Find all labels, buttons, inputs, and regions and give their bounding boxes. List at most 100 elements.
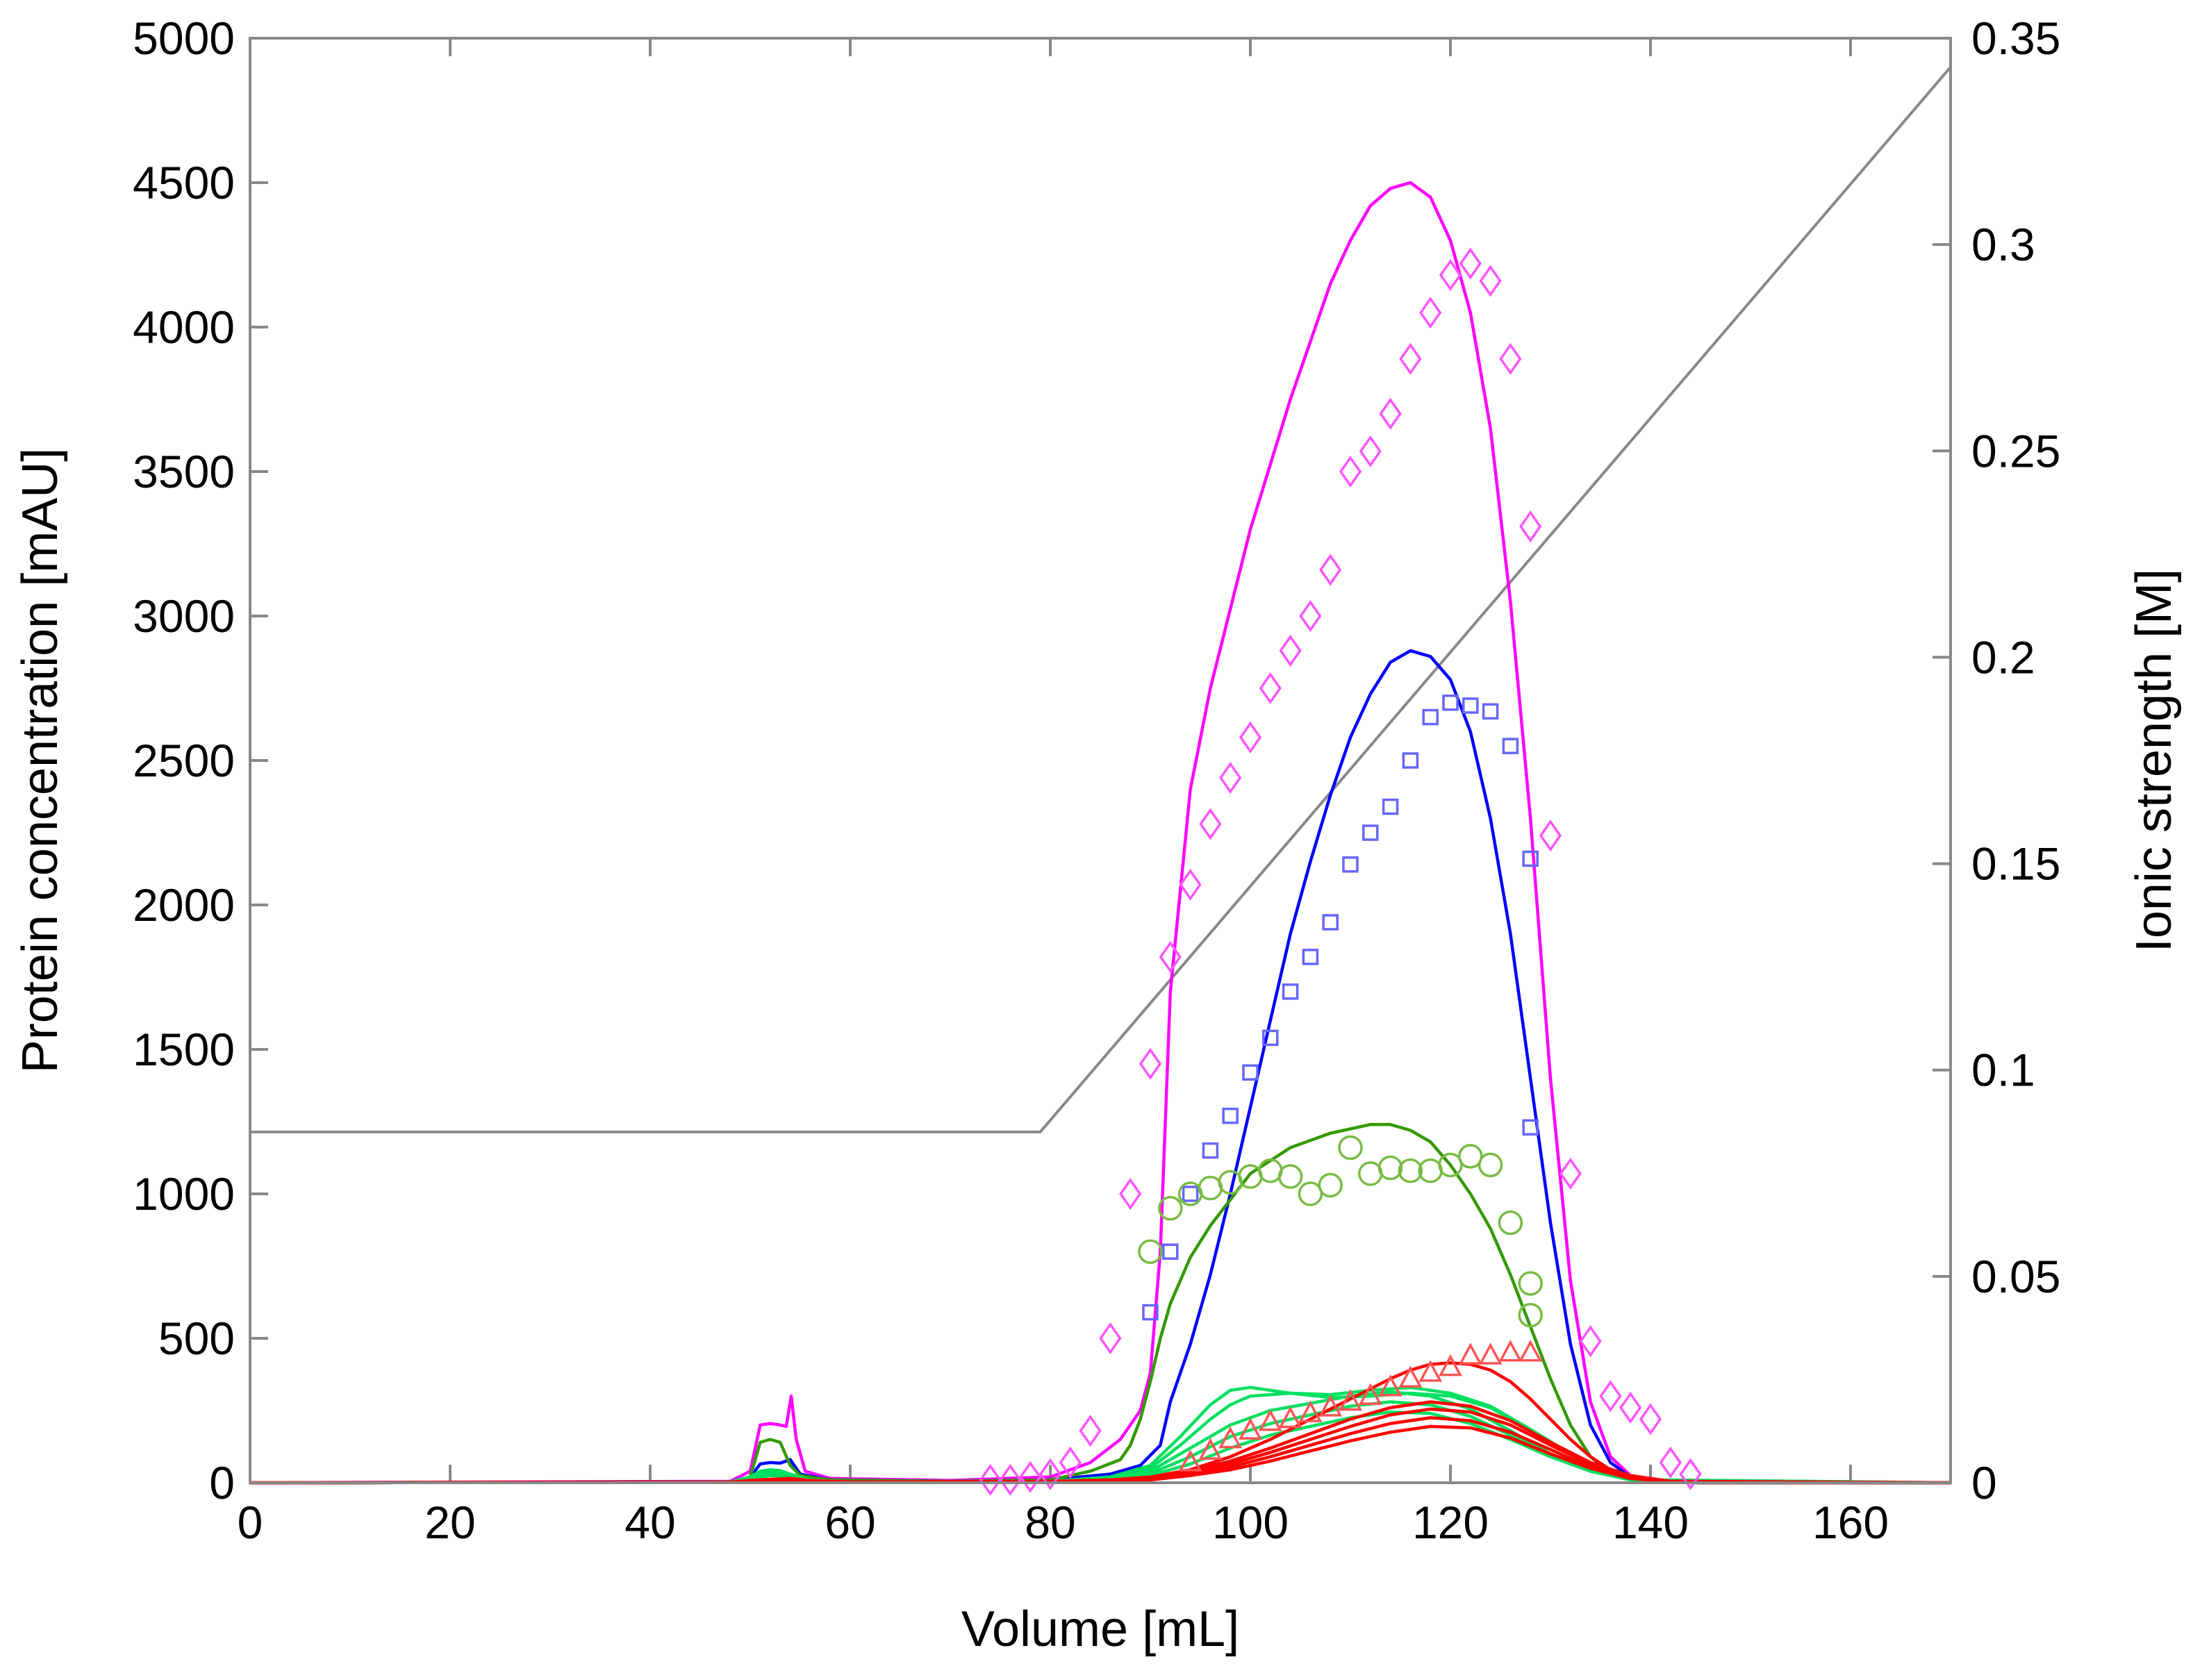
square-marker (1142, 1304, 1159, 1321)
diamond-marker (1359, 435, 1382, 467)
model-curve-olive-green (249, 1122, 1951, 1485)
y-tick-label: 500 (158, 1313, 235, 1364)
y-tick-label: 1000 (133, 1168, 235, 1220)
square-marker (1222, 1107, 1239, 1124)
diamond-marker (1399, 342, 1422, 375)
square-marker (1342, 856, 1359, 873)
square-marker (1522, 1119, 1539, 1136)
diamond-marker (999, 1463, 1022, 1496)
circle-marker (1138, 1239, 1163, 1264)
diamond-marker (1019, 1461, 1042, 1493)
circle-marker (1358, 1161, 1383, 1186)
model-curve-bright-green (249, 1400, 1951, 1485)
diamond-marker (1219, 761, 1242, 795)
y2-tick-label: 0.15 (1971, 838, 2060, 890)
circle-marker (1318, 1172, 1343, 1198)
triangle-marker (1339, 1388, 1362, 1411)
diamond-marker (1439, 259, 1462, 292)
x-tick-label: 0 (238, 1497, 263, 1548)
circle-marker (1498, 1210, 1523, 1236)
model-curve-red (249, 1407, 1951, 1485)
y-tick-label: 5000 (133, 13, 235, 64)
circle-marker (1158, 1196, 1183, 1221)
triangle-marker (1518, 1340, 1543, 1362)
model-curve-blue (249, 649, 1951, 1485)
circle-marker (1277, 1164, 1303, 1189)
square-marker (1402, 752, 1419, 769)
diamond-marker (1339, 455, 1362, 488)
diamond-marker (1419, 297, 1442, 329)
diamond-marker (1059, 1446, 1082, 1479)
diamond-marker (1579, 1325, 1602, 1358)
y2-tick-label: 0.2 (1971, 631, 2035, 683)
x-tick-label: 20 (424, 1497, 475, 1548)
diamond-marker (1159, 940, 1182, 973)
model-curve-red (249, 1424, 1951, 1485)
triangle-marker (1458, 1342, 1482, 1365)
y-tick-label: 3000 (133, 590, 235, 642)
measured-points-layer (979, 247, 1702, 1496)
diamond-marker (1119, 1177, 1142, 1211)
triangle-marker (1498, 1340, 1523, 1362)
model-curve-red (249, 1400, 1951, 1485)
triangle-marker (1318, 1395, 1343, 1417)
y2-tick-label: 0.05 (1971, 1251, 2060, 1302)
triangle-marker (1178, 1449, 1202, 1472)
square-marker (1182, 1186, 1199, 1202)
diamond-marker (1199, 808, 1222, 840)
salt-gradient-layer (250, 66, 1952, 1133)
diamond-marker (1459, 247, 1482, 280)
axis-ticks (249, 37, 1951, 1484)
diamond-marker (1519, 510, 1542, 543)
square-marker (1522, 850, 1539, 867)
square-marker (1422, 708, 1439, 726)
square-marker (1302, 949, 1319, 965)
triangle-marker (1418, 1360, 1443, 1382)
triangle-marker (1298, 1400, 1323, 1422)
diamond-marker (1559, 1157, 1582, 1190)
circle-marker (1238, 1164, 1263, 1189)
circle-marker (1377, 1155, 1403, 1181)
triangle-marker (1439, 1354, 1462, 1377)
salt-gradient-line (250, 66, 1952, 1133)
diamond-marker (1379, 397, 1402, 430)
circle-marker (1478, 1152, 1503, 1178)
square-marker (1382, 798, 1399, 815)
diamond-marker (1038, 1458, 1062, 1490)
model-curve-bright-green (249, 1410, 1951, 1485)
diamond-marker (1499, 342, 1522, 375)
y-tick-label: 3500 (133, 446, 235, 497)
circle-marker (1398, 1158, 1423, 1183)
model-curve-red (249, 1361, 1951, 1485)
triangle-marker (1398, 1365, 1423, 1388)
diamond-marker (1259, 672, 1282, 705)
model-curve-red (249, 1416, 1951, 1485)
square-marker (1202, 1142, 1219, 1159)
y2-axis-title: Ionic strength [M] (2126, 569, 2182, 952)
diamond-marker (1479, 265, 1502, 297)
circle-marker (1258, 1158, 1283, 1183)
diamond-marker (1659, 1446, 1682, 1479)
triangle-marker (1478, 1342, 1503, 1365)
x-axis-title: Volume [mL] (961, 1602, 1239, 1657)
y2-tick-label: 0.35 (1971, 13, 2060, 64)
square-marker (1462, 697, 1479, 714)
square-marker (1282, 983, 1299, 1000)
y2-tick-label: 0 (1971, 1457, 1997, 1508)
tick-labels: 0 20 40 60 80 100 120 140 160 0 500 1000 1500 2000 250… (133, 13, 2060, 1548)
y2-tick-label: 0.3 (1971, 219, 2035, 270)
y-tick-label: 2500 (133, 735, 235, 786)
diamond-marker (1239, 721, 1262, 754)
diamond-marker (1299, 599, 1322, 633)
circle-marker (1458, 1144, 1483, 1169)
triangle-marker (1258, 1408, 1282, 1431)
y-tick-label: 4000 (133, 301, 235, 353)
x-tick-label: 60 (825, 1497, 875, 1548)
y-tick-label: 0 (209, 1457, 235, 1508)
triangle-marker (1198, 1438, 1223, 1460)
diamond-marker (1279, 634, 1302, 667)
triangle-marker (1358, 1383, 1382, 1405)
model-curves-layer (249, 181, 1951, 1485)
y2-tick-label: 0.25 (1971, 425, 2060, 476)
